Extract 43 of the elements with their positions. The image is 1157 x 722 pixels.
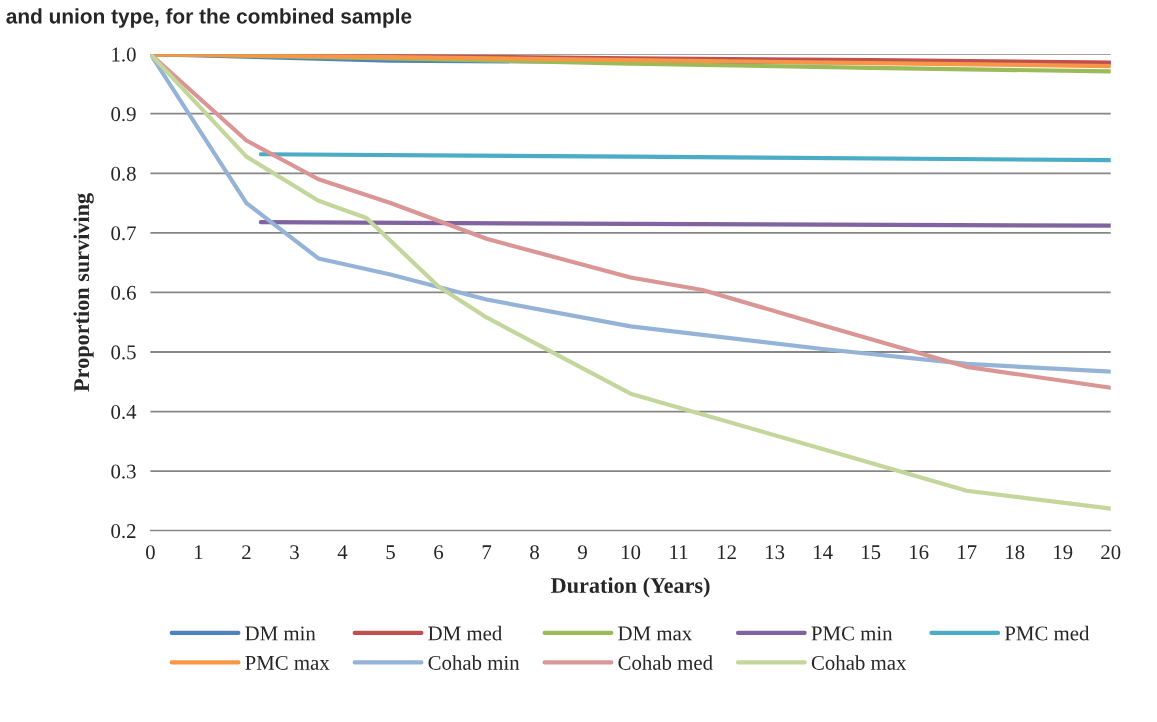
y-tick-label: 0.9 bbox=[111, 107, 136, 122]
x-tick-label: 15 bbox=[862, 545, 881, 560]
x-tick-label: 6 bbox=[434, 545, 444, 560]
y-tick-label: 0.4 bbox=[111, 404, 137, 420]
x-tick-label: 17 bbox=[958, 545, 977, 560]
legend-label: Cohab med bbox=[618, 655, 713, 670]
y-tick-label: 0.6 bbox=[111, 285, 136, 300]
chart-title: and union type, for the combined sample bbox=[6, 8, 412, 28]
x-tick-label: 10 bbox=[621, 545, 641, 560]
legend-label: DM med bbox=[428, 625, 503, 641]
x-tick-label: 9 bbox=[578, 545, 587, 560]
x-tick-label: 0 bbox=[146, 545, 155, 560]
x-tick-label: 5 bbox=[386, 545, 395, 560]
legend-label: DM min bbox=[245, 626, 316, 641]
legend-label: Cohab min bbox=[428, 655, 520, 670]
x-tick-label: 3 bbox=[290, 545, 299, 560]
y-tick-label: 0.2 bbox=[111, 524, 136, 539]
x-axis-title: Duration (Years) bbox=[551, 577, 710, 598]
x-tick-label: 4 bbox=[337, 545, 348, 560]
legend-label: DM max bbox=[618, 626, 692, 641]
legend-label: Cohab max bbox=[811, 655, 907, 670]
x-tick-label: 14 bbox=[814, 545, 833, 560]
line-series bbox=[150, 54, 1111, 511]
y-tick-label: 0.8 bbox=[111, 166, 136, 181]
x-tick-label: 12 bbox=[718, 545, 736, 560]
y-tick-label: 0.3 bbox=[111, 464, 136, 479]
x-tick-label: 19 bbox=[1054, 545, 1073, 560]
y-tick-label: 0.5 bbox=[111, 345, 136, 360]
legend-label: PMC med bbox=[1004, 625, 1090, 641]
y-axis-title: Proportion surviving bbox=[73, 193, 94, 392]
x-tick-label: 11 bbox=[670, 545, 688, 560]
x-tick-label: 20 bbox=[1101, 545, 1121, 560]
x-tick-label: 18 bbox=[1006, 545, 1025, 560]
legend-label: PMC max bbox=[245, 655, 330, 670]
x-tick-label: 16 bbox=[910, 545, 929, 560]
x-tick-label: 2 bbox=[242, 545, 251, 560]
x-tick-label: 13 bbox=[766, 545, 785, 560]
y-tick-label: 1.0 bbox=[112, 47, 136, 62]
legend-label: PMC min bbox=[811, 626, 893, 641]
y-tick-label: 0.7 bbox=[111, 226, 136, 241]
x-tick-label: 7 bbox=[482, 545, 492, 560]
x-tick-label: 8 bbox=[530, 545, 539, 560]
x-tick-label: 1 bbox=[195, 545, 203, 560]
